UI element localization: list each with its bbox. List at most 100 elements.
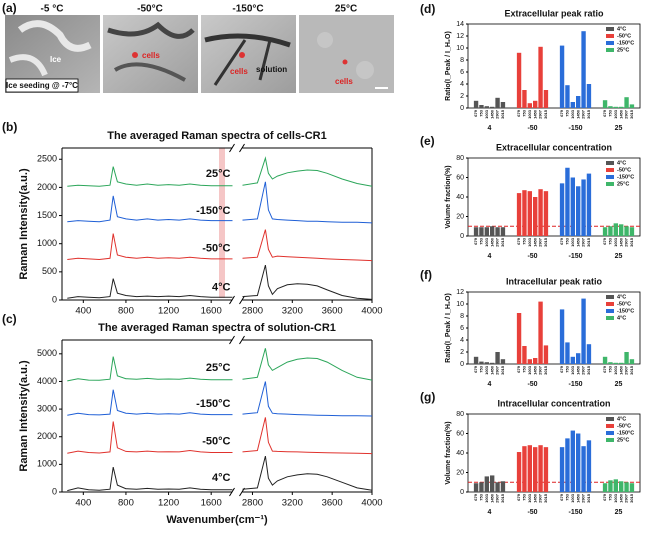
spectrum-line	[67, 264, 373, 300]
legend-label: 25°C	[617, 47, 629, 53]
sub-category-label: 2907	[495, 365, 500, 375]
legend-label: -50°C	[617, 167, 631, 173]
y-tick-label: 4	[460, 81, 464, 88]
image-title: -5 °C	[41, 4, 64, 15]
sub-category-label: 3015	[586, 365, 591, 375]
bar	[559, 447, 565, 492]
sub-category-label: 3015	[586, 493, 591, 503]
axis-frame	[467, 23, 641, 109]
bar	[570, 356, 575, 364]
x-tick-label: 400	[75, 498, 91, 509]
bar	[581, 179, 586, 236]
bar	[533, 447, 538, 492]
bar	[473, 100, 479, 108]
y-tick-label: 40	[456, 450, 464, 457]
bar	[619, 362, 624, 364]
bar	[538, 445, 543, 492]
sub-category-label: 1003	[570, 109, 575, 119]
x-tick-label: 3600	[322, 498, 343, 509]
sub-category-label: 1003	[527, 237, 532, 247]
spectrum-line	[67, 348, 373, 382]
x-tick-label: 1600	[201, 306, 222, 317]
sub-category-label: 679	[602, 237, 607, 244]
y-tick-label: 60	[456, 174, 464, 181]
bar	[576, 433, 581, 492]
image-note: Ice	[50, 55, 62, 64]
sub-category-label: 1450	[618, 365, 623, 375]
bar	[516, 452, 522, 492]
y-tick-label: 2000	[37, 182, 57, 192]
series-label: -50°C	[202, 435, 230, 447]
sub-category-label: 3015	[500, 493, 505, 503]
bar	[576, 96, 581, 108]
x-tick-label: 3200	[282, 498, 303, 509]
bar	[608, 106, 613, 108]
panel-label: (a)	[2, 1, 17, 15]
bar	[490, 475, 495, 492]
y-tick-label: 6	[460, 69, 464, 76]
bar	[624, 352, 629, 364]
bar	[565, 342, 570, 364]
y-axis-label: Ratio(I_Peak / I_H₂O)	[445, 293, 452, 363]
bar	[613, 362, 618, 364]
bar	[495, 97, 500, 108]
y-tick-label: 10	[456, 45, 464, 52]
bar	[484, 362, 489, 364]
sub-category-label: 1003	[484, 237, 489, 247]
bar	[602, 483, 608, 492]
group-label: 25	[615, 253, 623, 260]
image-note: cells	[230, 67, 248, 76]
chart-title: Intracellular concentration	[497, 398, 610, 408]
sub-category-label: 1003	[484, 365, 489, 375]
sub-category-label: 1003	[613, 365, 618, 375]
series-label: -50°C	[202, 242, 230, 254]
y-tick-label: 8	[460, 57, 464, 64]
sub-category-label: 3015	[543, 109, 548, 119]
bar	[479, 105, 484, 108]
bar	[495, 227, 500, 236]
sub-category-label: 1450	[575, 365, 580, 375]
highlight-band	[219, 148, 225, 298]
bar	[543, 191, 549, 236]
bar	[629, 483, 635, 492]
panel-label: (g)	[420, 390, 435, 404]
bar	[533, 358, 538, 364]
bar	[619, 481, 624, 492]
sub-category-label: 1003	[527, 493, 532, 503]
bar	[629, 359, 635, 364]
sub-category-label: 753	[565, 237, 570, 244]
series-label: 25°C	[206, 362, 231, 374]
bar	[608, 480, 613, 492]
bar	[516, 52, 522, 108]
spectrum-line	[67, 156, 373, 187]
y-tick-label: 0	[460, 233, 464, 240]
bar	[479, 482, 484, 492]
bar	[613, 479, 618, 492]
bar	[559, 45, 565, 108]
group-label: 4	[488, 253, 492, 260]
bar	[608, 362, 613, 364]
sub-category-label: 679	[516, 493, 521, 500]
sub-category-label: 1003	[484, 493, 489, 503]
bar	[576, 186, 581, 236]
sub-category-label: 679	[559, 109, 564, 116]
sub-category-label: 2907	[581, 237, 586, 247]
y-tick-label: 80	[456, 411, 464, 418]
micrograph	[103, 15, 198, 93]
bar	[581, 446, 586, 492]
sub-category-label: 679	[559, 237, 564, 244]
chart-title: Extracellular concentration	[496, 142, 612, 152]
bar	[624, 482, 629, 492]
sub-category-label: 1003	[613, 237, 618, 247]
group-label: -50	[527, 125, 537, 132]
legend-label: -50°C	[617, 33, 631, 39]
axis-break	[229, 335, 245, 497]
series-label: 25°C	[206, 168, 231, 180]
sub-category-label: 753	[479, 237, 484, 244]
bar	[565, 438, 570, 492]
bar	[570, 430, 575, 492]
series-label: -150°C	[196, 398, 230, 410]
sub-category-label: 3015	[500, 365, 505, 375]
bar	[586, 344, 592, 364]
chart-title: Intracellular peak ratio	[506, 276, 603, 286]
